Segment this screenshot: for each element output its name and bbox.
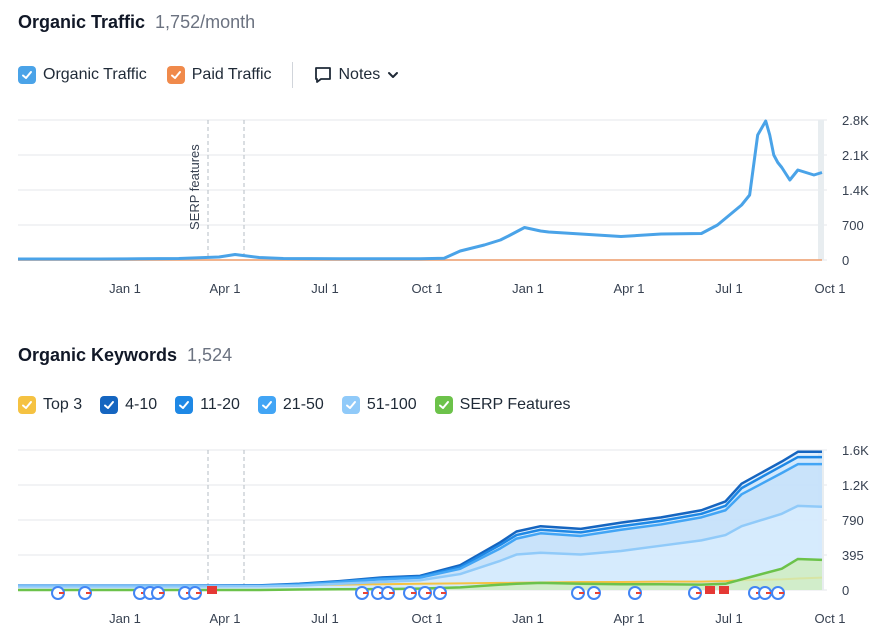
traffic-legend: Organic Traffic Paid Traffic Notes xyxy=(18,62,406,88)
x-tick-label: Oct 1 xyxy=(411,281,442,296)
legend-4-10[interactable]: 4-10 xyxy=(100,396,157,414)
x-tick-label: Oct 1 xyxy=(411,611,442,626)
chevron-down-icon xyxy=(388,72,399,78)
keywords-value: 1,524 xyxy=(187,345,233,365)
comment-icon xyxy=(314,67,331,83)
notes-dropdown[interactable]: Notes xyxy=(313,65,407,85)
x-tick-label: Apr 1 xyxy=(613,611,644,626)
y-tick-label: 1.6K xyxy=(842,443,869,458)
x-tick-label: Jul 1 xyxy=(311,611,338,626)
flag-icon xyxy=(207,586,217,594)
google-update-icon xyxy=(758,586,772,600)
keywords-legend: Top 3 4-10 11-20 21-50 51-100 SERP Features xyxy=(18,396,589,414)
y-tick-label: 2.8K xyxy=(842,113,869,128)
y-tick-label: 700 xyxy=(842,218,864,233)
google-update-icon xyxy=(403,586,417,600)
checkbox-icon[interactable] xyxy=(18,396,36,414)
legend-label: SERP Features xyxy=(459,396,571,413)
checkbox-icon[interactable] xyxy=(166,66,185,84)
y-tick-label: 790 xyxy=(842,513,864,528)
traffic-title: Organic Traffic xyxy=(18,12,146,32)
organic-traffic-chart[interactable]: 0 700 1.4K 2.1K 2.8K Jan 1 Apr 1 Jul 1 Oct 1 Jan … xyxy=(0,110,895,310)
google-update-icon xyxy=(151,586,165,600)
legend-11-20[interactable]: 11-20 xyxy=(175,396,240,414)
current-period-band xyxy=(818,120,824,260)
google-update-icon xyxy=(78,586,92,600)
x-tick-label: Jul 1 xyxy=(715,611,742,626)
google-update-icon xyxy=(188,586,202,600)
google-update-icon xyxy=(771,586,785,600)
y-tick-label: 2.1K xyxy=(842,148,869,163)
y-tick-label: 395 xyxy=(842,548,864,563)
legend-serp-features[interactable]: SERP Features xyxy=(434,396,571,414)
x-tick-label: Oct 1 xyxy=(814,611,845,626)
legend-label: 21-50 xyxy=(282,396,324,413)
x-tick-label: Apr 1 xyxy=(209,611,240,626)
y-tick-label: 0 xyxy=(842,583,849,598)
y-tick-label: 1.2K xyxy=(842,478,869,493)
x-tick-label: Jan 1 xyxy=(512,281,544,296)
y-tick-label: 0 xyxy=(842,253,849,268)
area-serp-features xyxy=(18,558,822,590)
google-update-icon xyxy=(571,586,585,600)
x-tick-label: Oct 1 xyxy=(814,281,845,296)
checkbox-icon[interactable] xyxy=(257,396,276,414)
google-update-icon xyxy=(688,586,702,600)
x-tick-label: Jan 1 xyxy=(512,611,544,626)
legend-label: 51-100 xyxy=(366,396,417,413)
google-update-icon xyxy=(51,586,65,600)
checkbox-icon[interactable] xyxy=(18,66,36,84)
flag-icon xyxy=(719,586,729,594)
checkbox-icon[interactable] xyxy=(434,396,453,414)
x-tick-label: Jul 1 xyxy=(311,281,338,296)
legend-top-3[interactable]: Top 3 xyxy=(18,396,82,414)
series-organic-traffic xyxy=(18,119,823,261)
checkbox-icon[interactable] xyxy=(100,396,119,414)
legend-label: 4-10 xyxy=(125,396,158,413)
legend-organic-label: Organic Traffic xyxy=(43,66,147,83)
google-update-icon xyxy=(355,586,369,600)
traffic-header: Organic Traffic 1,752/month xyxy=(18,12,255,33)
legend-label: 11-20 xyxy=(200,396,240,413)
y-tick-label: 1.4K xyxy=(842,183,869,198)
series-serp-features xyxy=(18,557,823,592)
google-update-icon xyxy=(418,586,432,600)
organic-keywords-chart[interactable]: 0 395 790 1.2K 1.6K Jan 1 Apr 1 Jul 1 Oct 1 Jan 1… xyxy=(0,440,895,640)
checkbox-icon[interactable] xyxy=(341,396,360,414)
notes-label: Notes xyxy=(338,66,381,83)
keywords-title: Organic Keywords xyxy=(18,345,178,365)
x-tick-label: Apr 1 xyxy=(613,281,644,296)
checkbox-icon[interactable] xyxy=(175,396,194,414)
x-tick-label: Jul 1 xyxy=(715,281,742,296)
x-tick-label: Jan 1 xyxy=(109,281,141,296)
x-tick-label: Jan 1 xyxy=(109,611,141,626)
serp-features-annotation: SERP features xyxy=(187,144,202,230)
legend-51-100[interactable]: 51-100 xyxy=(341,396,417,414)
legend-paid-traffic[interactable]: Paid Traffic xyxy=(166,66,272,84)
legend-21-50[interactable]: 21-50 xyxy=(257,396,324,414)
google-update-icon xyxy=(381,586,395,600)
legend-paid-label: Paid Traffic xyxy=(191,66,272,83)
legend-divider xyxy=(291,62,293,88)
flag-icon xyxy=(705,586,715,594)
area-51-100 xyxy=(18,505,822,590)
legend-label: Top 3 xyxy=(43,396,83,413)
google-update-icon xyxy=(587,586,601,600)
google-update-icon xyxy=(628,586,642,600)
legend-organic-traffic[interactable]: Organic Traffic xyxy=(18,66,147,84)
series-51-100 xyxy=(18,504,823,588)
google-update-icon xyxy=(433,586,447,600)
keywords-header: Organic Keywords 1,524 xyxy=(18,345,232,366)
traffic-value: 1,752/month xyxy=(155,12,256,32)
x-tick-label: Apr 1 xyxy=(209,281,240,296)
